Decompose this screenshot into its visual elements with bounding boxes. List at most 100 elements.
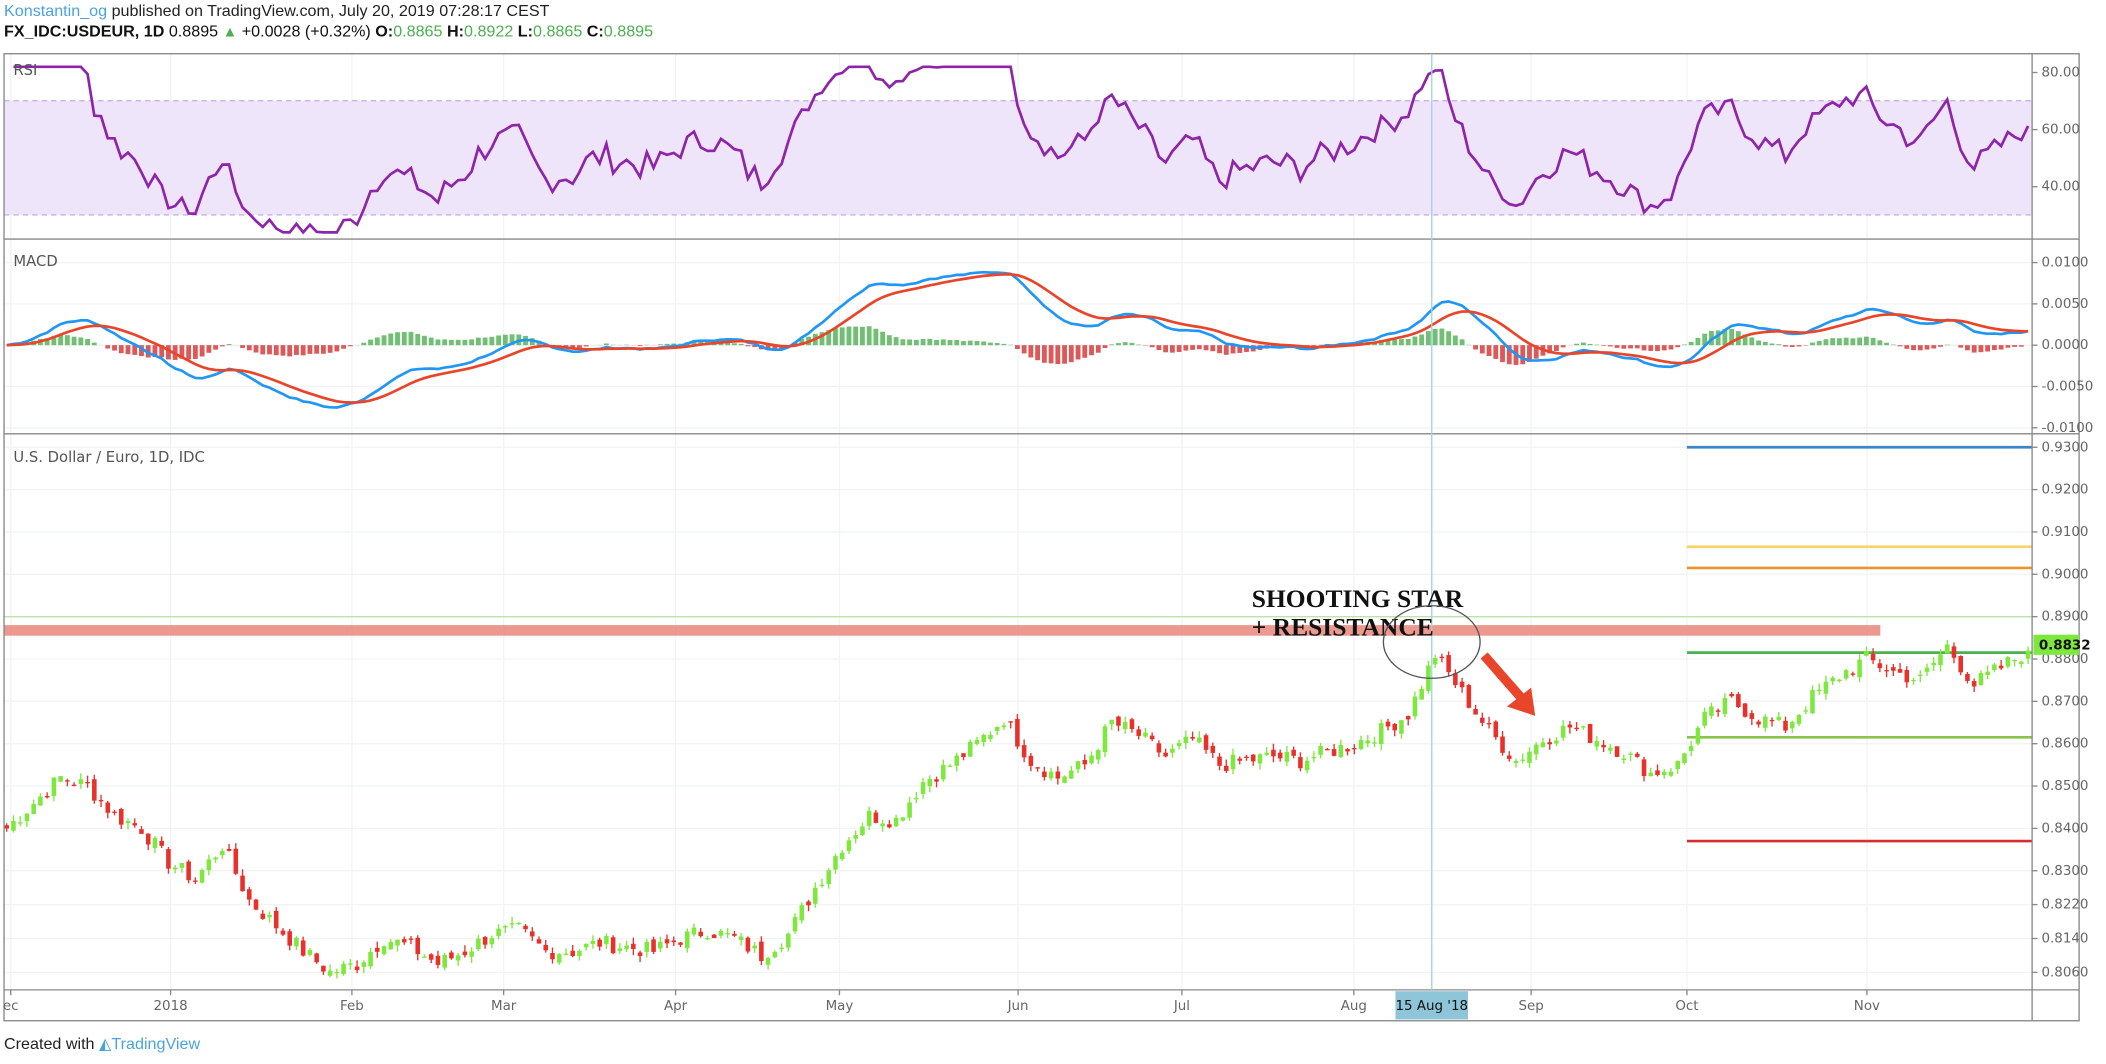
macd-histogram-bar (1850, 338, 1856, 346)
candle (1385, 718, 1391, 731)
candle (597, 937, 602, 951)
macd-histogram-bar (455, 339, 461, 346)
rsi-title: RSI (13, 62, 37, 79)
macd-histogram-bar (71, 336, 77, 346)
candle-body (172, 867, 178, 870)
candle-body (1055, 771, 1061, 779)
candle-body (752, 945, 757, 949)
candle-body (2005, 657, 2011, 667)
candle (543, 939, 549, 953)
candle-body (1513, 760, 1519, 763)
candle-body (1864, 651, 1869, 656)
macd-histogram-bar (691, 340, 697, 346)
candle (637, 950, 643, 963)
candle-body (1816, 689, 1822, 692)
candle-body (1944, 644, 1950, 654)
candle-body (435, 955, 441, 965)
macd-histogram-bar (1749, 337, 1755, 346)
time-tick-label: Sep (1518, 999, 1543, 1014)
candle (1102, 723, 1108, 758)
candle (132, 818, 138, 828)
candle (462, 945, 468, 958)
macd-histogram-bar (1843, 337, 1849, 346)
price-title: U.S. Dollar / Euro, 1D, IDC (13, 449, 204, 466)
macd-histogram-bar (1715, 330, 1721, 346)
candle-body (1183, 736, 1189, 743)
macd-histogram-bar (1810, 342, 1815, 346)
candle-body (1069, 770, 1074, 779)
candle-body (1891, 667, 1896, 671)
macd-histogram-bar (314, 345, 320, 354)
macd-histogram-bar (1028, 345, 1034, 358)
macd-histogram-bar (1944, 344, 1950, 346)
candle-body (893, 817, 899, 827)
candle (1803, 706, 1809, 715)
candle (503, 924, 508, 933)
macd-histogram-bar (927, 338, 933, 346)
candle (321, 965, 326, 975)
time-tick-label: Feb (340, 999, 364, 1014)
candle-body (1015, 718, 1020, 747)
macd-histogram-bar (664, 343, 670, 346)
candle (927, 775, 933, 793)
candle (1682, 752, 1687, 765)
candle (974, 736, 980, 746)
candle (1358, 735, 1364, 751)
candle (1001, 722, 1007, 731)
candle (92, 774, 97, 804)
macd-histogram-bar (58, 334, 64, 346)
crosshair-time-label: 15 Aug '18 (1395, 999, 1468, 1014)
candle (1291, 746, 1296, 759)
candle (752, 941, 757, 953)
tradingview-link[interactable]: TradingView (111, 1034, 201, 1053)
footer: Created with ◭TradingView (4, 1034, 200, 1053)
macd-histogram-bar (1756, 340, 1761, 346)
candle-body (1048, 771, 1054, 779)
candle-body (71, 784, 77, 787)
macd-histogram-bar (981, 341, 987, 346)
candle (11, 815, 16, 833)
symbol-info: FX_IDC:USDEUR, 1D 0.8895 ▲ +0.0028 (+0.3… (4, 21, 653, 40)
macd-histogram-bar (1156, 345, 1162, 351)
macd-histogram-bar (1486, 345, 1492, 357)
macd-histogram-bar (1062, 345, 1067, 364)
macd-histogram-bar (752, 345, 758, 348)
candle-body (38, 796, 43, 806)
candle-body (1291, 749, 1296, 756)
macd-histogram-bar (1506, 345, 1512, 365)
candle (273, 907, 279, 934)
candle-body (698, 931, 704, 937)
candle-body (401, 939, 407, 943)
author-link[interactable]: Konstantin_og (4, 1, 108, 21)
macd-histogram-bar (395, 332, 400, 346)
candle (240, 869, 245, 892)
candle (1345, 748, 1350, 756)
candle (388, 938, 394, 950)
candle-body (994, 727, 1000, 732)
candle-body (145, 833, 151, 845)
macd-histogram-bar (873, 328, 879, 346)
candle (1513, 758, 1519, 768)
candle-body (1783, 720, 1788, 731)
rsi-band (4, 100, 2033, 215)
candle (1864, 646, 1869, 657)
macd-tick-label: -0.0100 (2042, 421, 2094, 436)
candle (1567, 721, 1573, 734)
macd-histogram-bar (1405, 339, 1411, 346)
candle-body (206, 859, 212, 871)
candle (112, 810, 117, 816)
macd-tick-label: 0.0100 (2042, 256, 2089, 271)
candle-body (1958, 656, 1963, 673)
candle (145, 833, 151, 851)
candle-body (105, 802, 111, 813)
candle (1823, 675, 1829, 700)
macd-histogram-bar (1230, 345, 1236, 354)
candle-body (280, 930, 286, 935)
candle-body (58, 776, 63, 782)
candle-body (1028, 755, 1034, 766)
candle-body (745, 937, 751, 952)
candle (678, 941, 683, 948)
macd-histogram-bar (267, 345, 272, 355)
